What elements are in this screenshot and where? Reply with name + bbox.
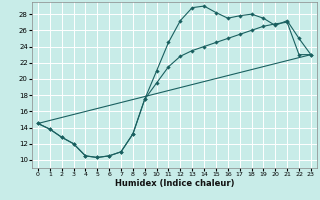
X-axis label: Humidex (Indice chaleur): Humidex (Indice chaleur): [115, 179, 234, 188]
